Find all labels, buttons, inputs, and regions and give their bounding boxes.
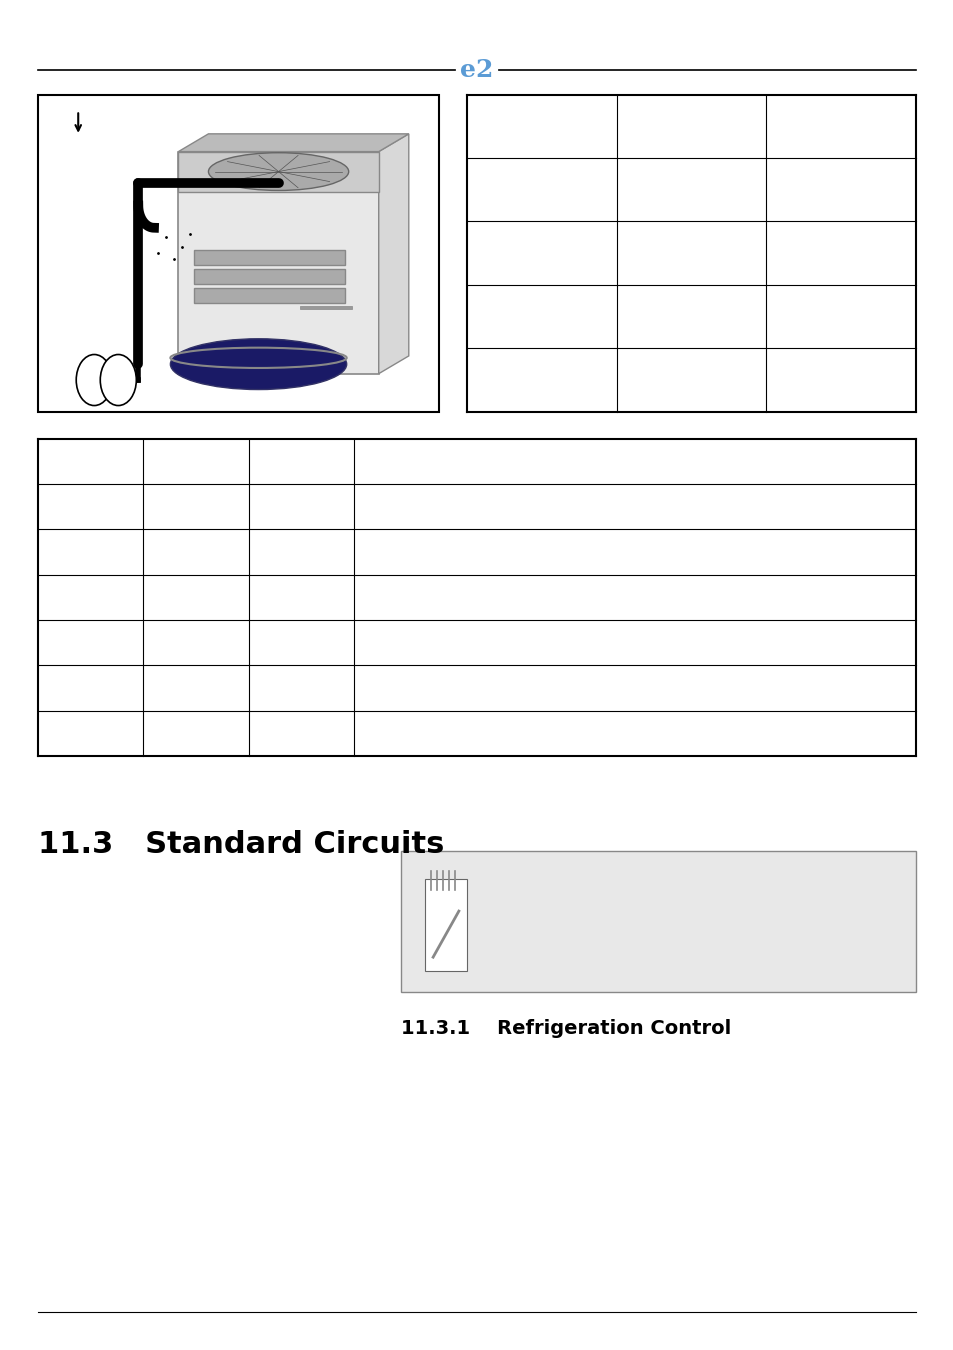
Bar	[400, 850, 915, 992]
Bar	[38, 95, 438, 412]
Bar	[194, 269, 344, 284]
Bar	[194, 250, 344, 265]
Polygon shape	[378, 134, 408, 374]
Text: 11.3   Standard Circuits: 11.3 Standard Circuits	[38, 830, 444, 859]
Bar	[178, 151, 378, 192]
Text: 11.3.1    Refrigeration Control: 11.3.1 Refrigeration Control	[400, 1019, 730, 1038]
Ellipse shape	[208, 153, 348, 190]
Circle shape	[100, 355, 136, 405]
Polygon shape	[178, 134, 408, 151]
Bar	[178, 151, 378, 374]
Ellipse shape	[171, 339, 346, 390]
Text: e2: e2	[460, 58, 493, 82]
Bar	[194, 288, 344, 302]
Bar	[299, 306, 352, 309]
Bar	[424, 879, 467, 971]
Circle shape	[76, 355, 112, 405]
